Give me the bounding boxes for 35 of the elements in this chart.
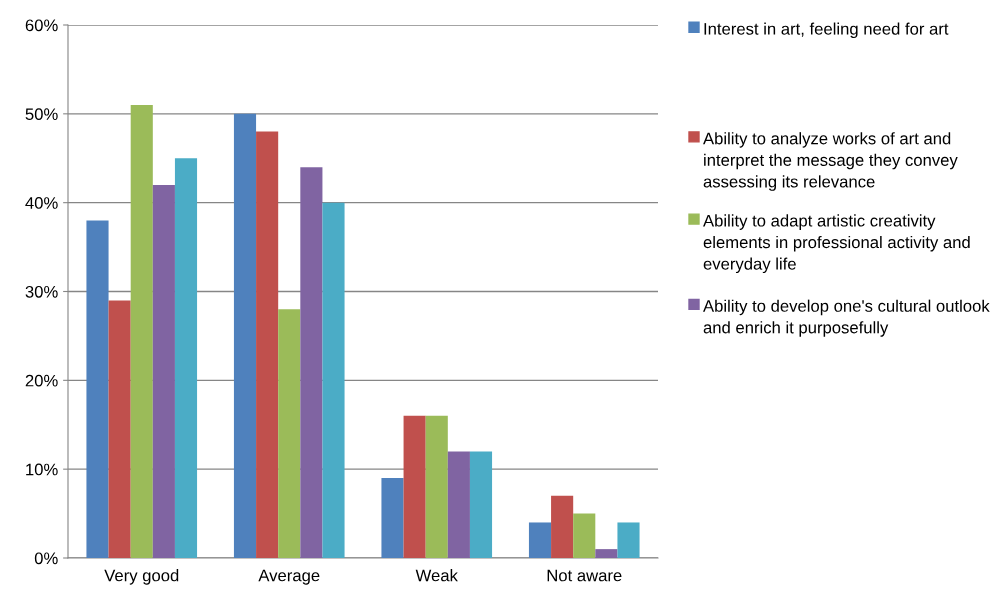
bar bbox=[130, 104, 153, 558]
bar bbox=[425, 415, 448, 558]
bar bbox=[108, 300, 131, 558]
x-tick-label: Average bbox=[258, 569, 320, 585]
legend-label: Ability to analyze works of art and interpret the message they convey assessing its relevance bbox=[703, 132, 958, 191]
bar bbox=[300, 167, 323, 558]
y-tick-label: 40% bbox=[25, 197, 58, 209]
bar bbox=[322, 202, 345, 558]
bar bbox=[551, 495, 574, 558]
bar bbox=[595, 549, 618, 558]
bar bbox=[617, 522, 640, 558]
y-tick-label: 30% bbox=[25, 285, 58, 298]
bar bbox=[86, 220, 109, 558]
bar bbox=[403, 415, 426, 558]
bar bbox=[174, 158, 198, 558]
y-tick-label: 20% bbox=[25, 374, 58, 387]
bar bbox=[256, 131, 279, 558]
bar bbox=[528, 522, 552, 558]
bar bbox=[573, 513, 596, 558]
x-tick-label: Weak bbox=[415, 569, 458, 582]
bar bbox=[381, 478, 404, 558]
y-tick-label: 0% bbox=[34, 552, 58, 565]
y-tick-label: 60% bbox=[25, 19, 58, 32]
y-tick-label: 10% bbox=[26, 463, 58, 476]
y-tick-label: 50% bbox=[25, 108, 58, 121]
legend-label: Ability to develop one's cultural outlook and enrich it purposefully bbox=[703, 299, 990, 337]
bar bbox=[278, 309, 301, 558]
legend-label: Ability to adapt artistic creativity elements in professional activity and everyday life bbox=[703, 214, 970, 274]
legend-label: Interest in art, feeling need for art bbox=[704, 22, 949, 39]
bar bbox=[233, 113, 257, 558]
x-tick-label: Not aware bbox=[547, 569, 622, 582]
bar bbox=[469, 451, 493, 558]
bar bbox=[152, 184, 175, 558]
bar bbox=[447, 451, 470, 558]
x-tick-label: Very good bbox=[104, 569, 179, 585]
